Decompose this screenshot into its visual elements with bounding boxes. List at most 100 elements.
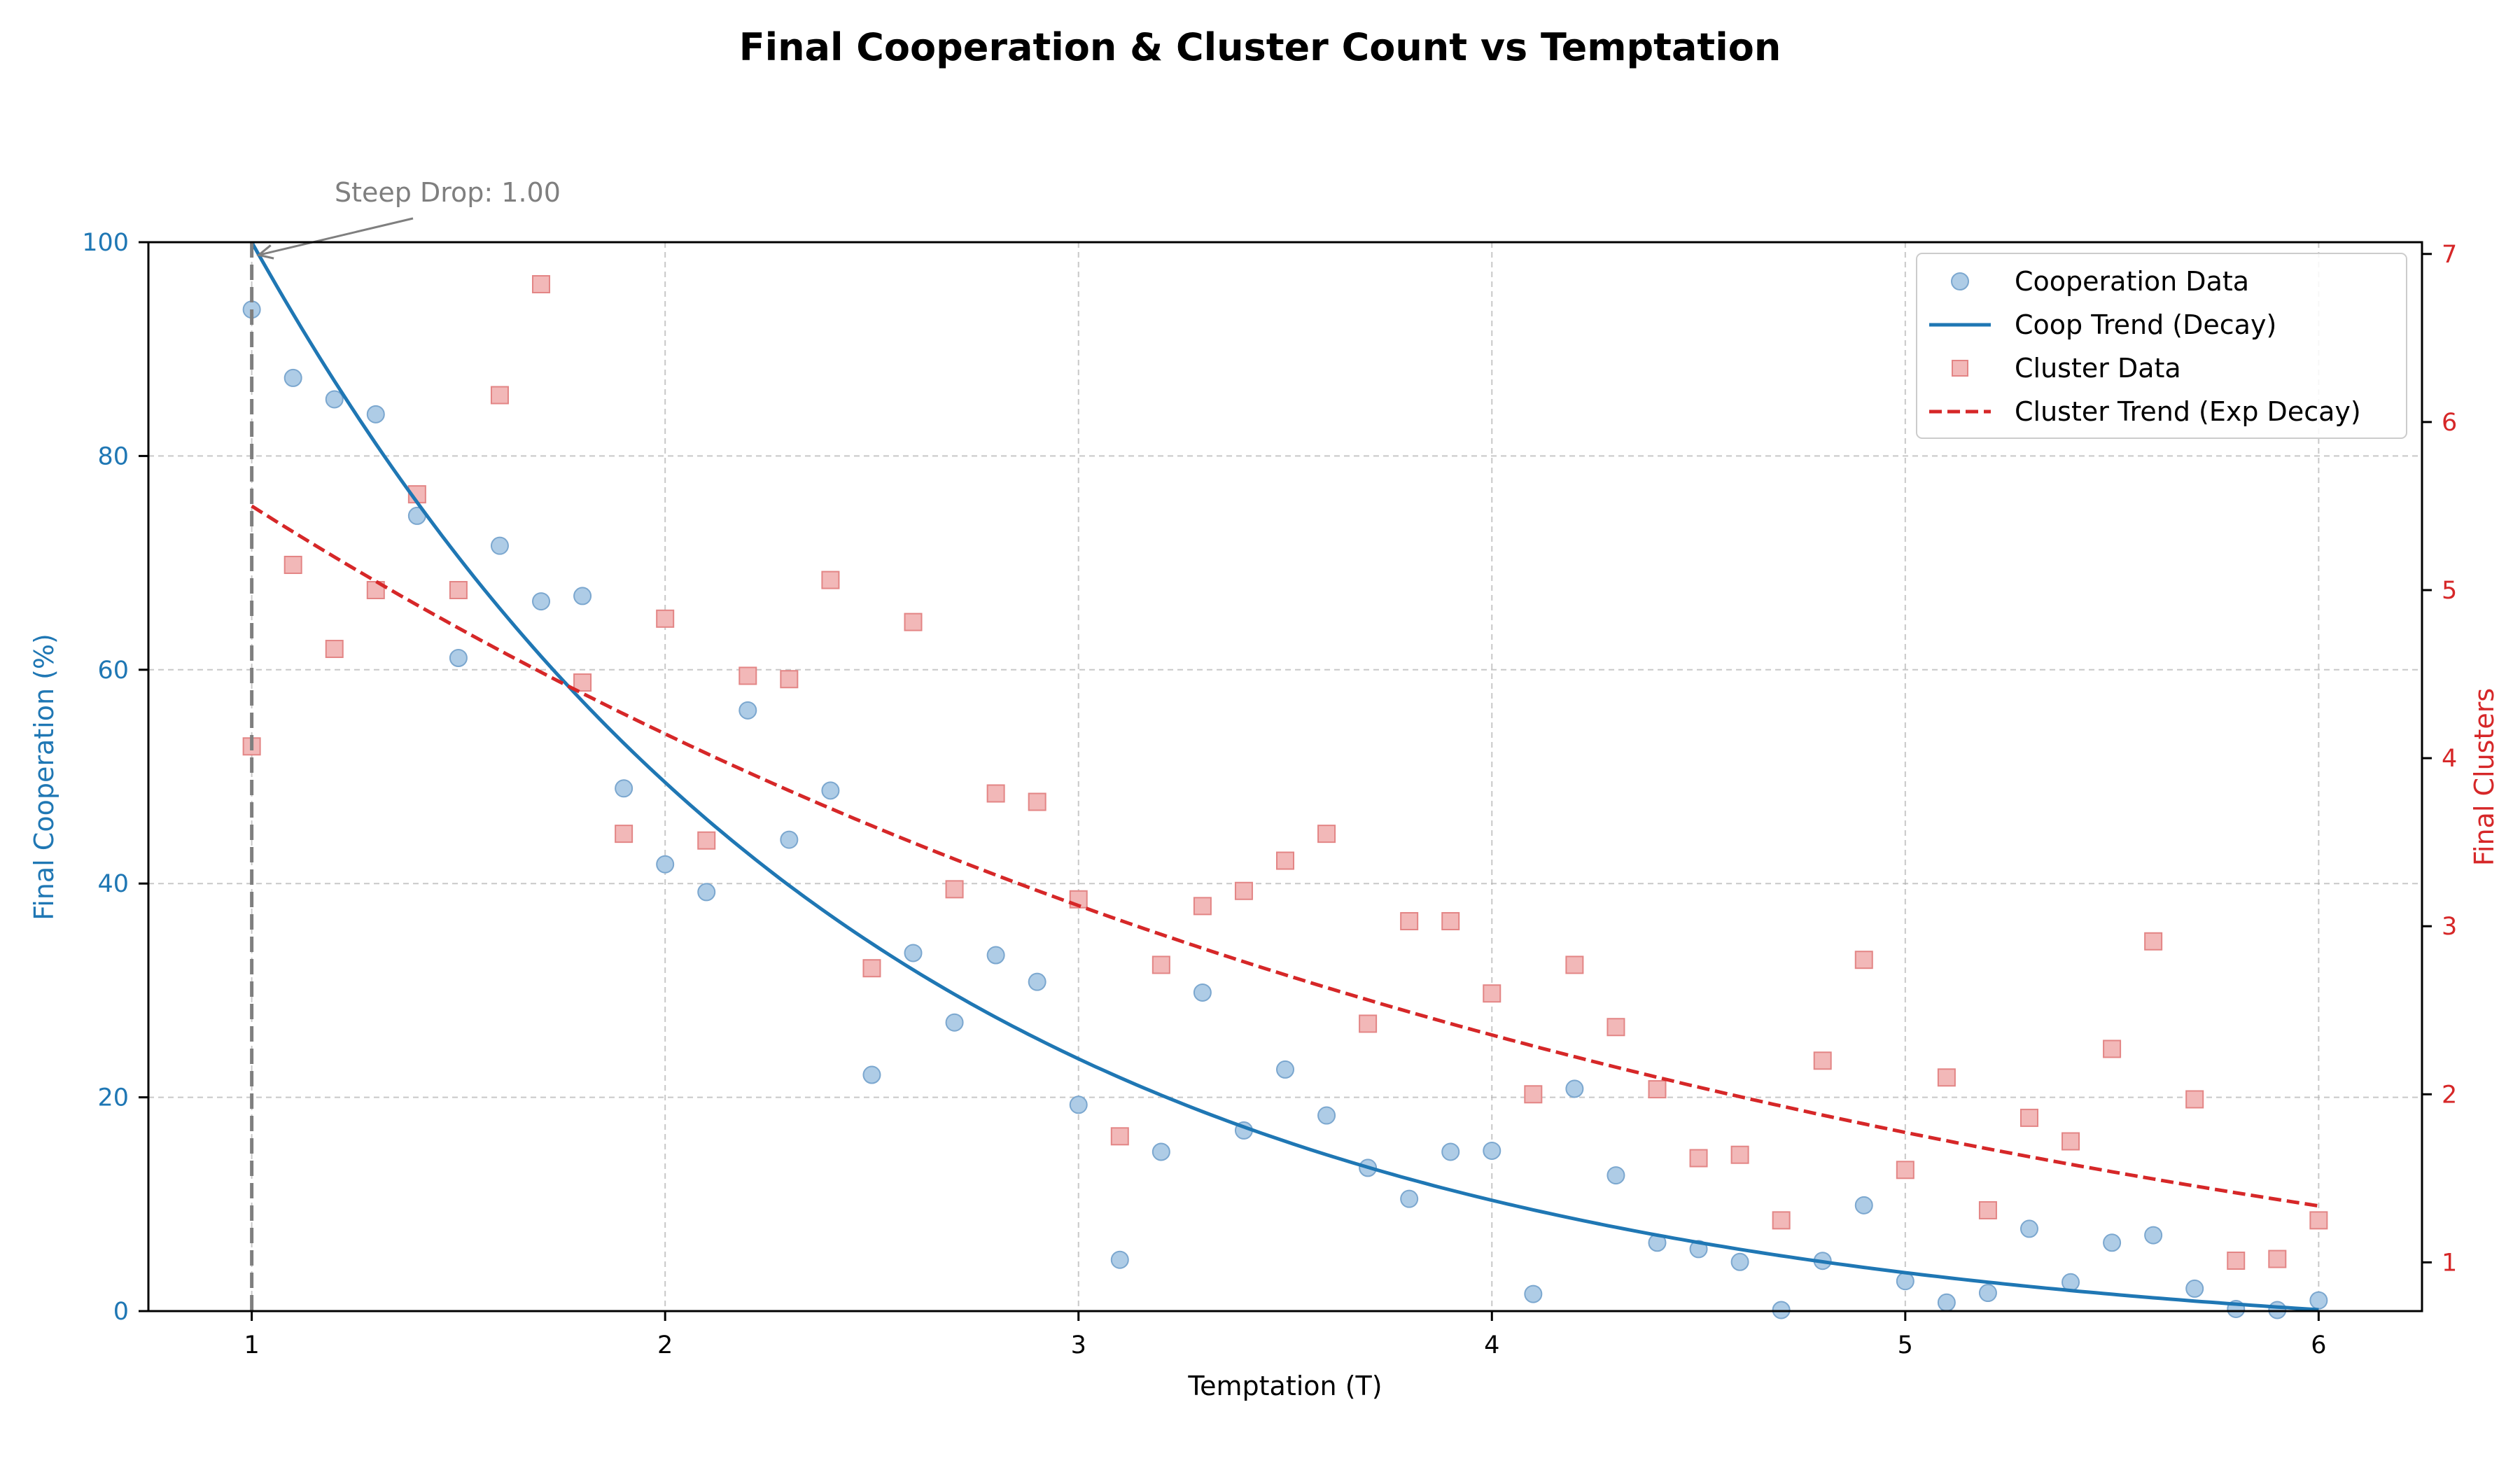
coop-point — [1110, 1250, 1129, 1269]
cluster-trend-line — [251, 504, 2319, 1208]
left-y-tick-label: 60 — [97, 657, 129, 685]
cluster-point — [2062, 1132, 2080, 1151]
x-tick-label: 1 — [244, 1331, 259, 1359]
cluster-point — [986, 784, 1005, 803]
coop-point — [449, 649, 468, 668]
coop-point — [573, 587, 592, 606]
coop-point — [1483, 1141, 1502, 1160]
cluster-point — [1234, 881, 1253, 900]
cluster-point — [284, 555, 302, 574]
cluster-point — [1276, 851, 1294, 870]
steep-drop-annotation: Steep Drop: 1.00 — [256, 177, 561, 260]
x-ticks: 1 2 3 4 5 6 — [244, 1311, 2327, 1359]
cluster-point — [615, 825, 634, 844]
legend-cluster-data: Cluster Data — [2015, 353, 2181, 384]
cluster-point — [862, 959, 881, 978]
cluster-point — [1854, 951, 1873, 969]
right-y-tick-label: 4 — [2442, 745, 2457, 773]
coop-point — [738, 701, 757, 720]
cluster-point — [780, 670, 799, 689]
left-y-tick-label: 40 — [97, 870, 129, 898]
coop-point — [490, 536, 509, 555]
cluster-point — [1730, 1145, 1749, 1164]
left-y-ticks: 0 20 40 60 80 100 — [82, 229, 148, 1326]
cluster-point — [490, 386, 509, 405]
cluster-point — [2019, 1108, 2038, 1127]
cluster-point — [2144, 932, 2163, 951]
annotation-arrow — [258, 217, 414, 256]
coop-point — [1276, 1060, 1294, 1079]
cluster-point — [1606, 1018, 1625, 1037]
cluster-point — [1978, 1200, 1997, 1219]
right-y-tick-label: 3 — [2442, 913, 2457, 941]
coop-point — [1978, 1284, 1997, 1303]
cluster-markers — [242, 275, 2328, 1270]
coop-point — [2019, 1219, 2038, 1238]
legend: Cooperation Data Coop Trend (Decay) Clus… — [1916, 253, 2407, 439]
x-axis-label: Temptation (T) — [1187, 1371, 1382, 1401]
cluster-point — [1689, 1149, 1708, 1168]
cluster-point — [821, 570, 840, 589]
coop-point — [862, 1065, 881, 1084]
coop-point — [780, 830, 799, 849]
left-y-tick-label: 100 — [82, 229, 129, 257]
cluster-point — [1937, 1068, 1956, 1087]
right-y-axis-label: Final Clusters — [2469, 688, 2500, 866]
coop-point — [1317, 1106, 1336, 1125]
coop-point — [2185, 1279, 2204, 1298]
coop-point — [904, 944, 923, 962]
cluster-point — [656, 609, 675, 628]
legend-coop-trend: Coop Trend (Decay) — [2015, 309, 2276, 340]
cluster-point — [697, 831, 716, 850]
coop-point — [697, 883, 716, 902]
left-y-tick-label: 80 — [97, 442, 129, 470]
coop-point — [1896, 1272, 1914, 1291]
x-tick-label: 2 — [657, 1331, 673, 1359]
coop-point — [1730, 1252, 1749, 1271]
x-tick-label: 5 — [1898, 1331, 1913, 1359]
coop-point — [366, 405, 385, 424]
cluster-point — [1896, 1161, 1914, 1180]
cluster-point — [1110, 1127, 1129, 1146]
cluster-point — [1028, 792, 1046, 811]
coop-point — [1565, 1079, 1584, 1098]
coop-point — [2268, 1301, 2287, 1320]
cluster-point — [532, 275, 551, 294]
cluster-point — [1483, 984, 1502, 1003]
coop-point — [532, 592, 551, 611]
coop-point — [1028, 972, 1046, 991]
chart-title: Final Cooperation & Cluster Count vs Tem… — [739, 25, 1782, 69]
coop-point — [1193, 983, 1212, 1002]
cluster-point — [2227, 1251, 2246, 1270]
coop-point — [1441, 1142, 1460, 1161]
annotation-arrowhead — [256, 244, 274, 260]
x-tick-label: 4 — [1484, 1331, 1499, 1359]
coop-point — [1069, 1096, 1088, 1114]
coop-point — [284, 368, 302, 387]
coop-point — [2103, 1233, 2122, 1252]
coop-point — [1524, 1284, 1543, 1303]
legend-cluster-trend: Cluster Trend (Exp Decay) — [2015, 396, 2361, 427]
coop-point — [1772, 1301, 1791, 1320]
trend-lines — [250, 242, 2319, 1311]
right-y-ticks: 1 2 3 4 5 6 7 — [2422, 241, 2457, 1277]
cluster-point — [738, 666, 757, 685]
cluster-point — [449, 580, 468, 599]
left-y-tick-label: 0 — [113, 1298, 129, 1326]
coop-trend-line — [250, 242, 2319, 1311]
coop-point — [1400, 1189, 1419, 1208]
cluster-point — [904, 612, 923, 631]
x-tick-label: 6 — [2311, 1331, 2326, 1359]
cluster-point — [2185, 1090, 2204, 1109]
coop-point — [2062, 1273, 2080, 1292]
coop-point — [615, 779, 634, 798]
left-y-axis-label: Final Cooperation (%) — [29, 634, 59, 920]
cluster-point — [2309, 1211, 2328, 1230]
annotation-text: Steep Drop: 1.00 — [335, 177, 561, 208]
cluster-point — [2268, 1250, 2287, 1268]
cluster-point — [2103, 1040, 2122, 1058]
legend-cluster-marker — [1952, 360, 1968, 377]
coop-markers — [242, 300, 2328, 1320]
